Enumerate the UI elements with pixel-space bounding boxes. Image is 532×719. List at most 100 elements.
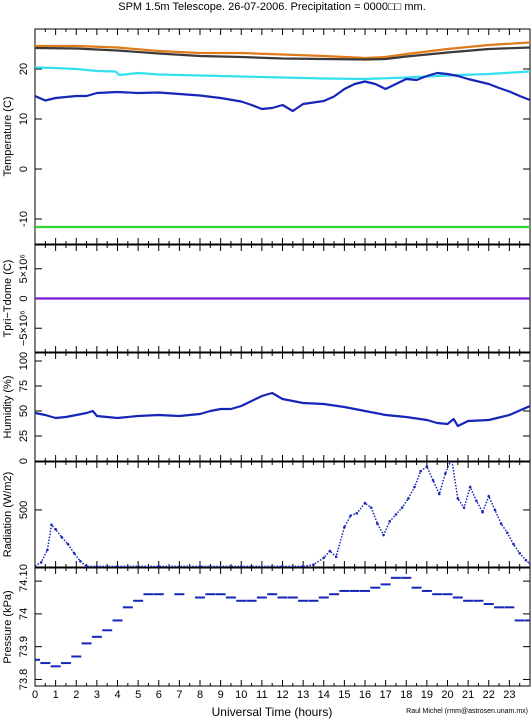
- data-point: [394, 513, 398, 516]
- y-tick-label: 73.9: [18, 636, 30, 657]
- x-tick-labels: 0 1 2 3 4 5 6 7 8 9 10 11 12 13 14 15 16 17 18 19 20 21 22 23: [32, 689, 516, 701]
- x-tick-label: 6: [156, 689, 162, 701]
- panel-frame: [34, 28, 531, 245]
- x-tick-label: 3: [94, 689, 100, 701]
- data-point: [456, 497, 460, 500]
- data-point: [363, 501, 367, 505]
- x-tick-label: 16: [359, 689, 371, 701]
- chart-title: SPM 1.5m Telescope. 26-07-2006. Precipit…: [118, 1, 426, 13]
- series-line-temperature-0: [35, 41, 530, 60]
- data-point: [66, 542, 70, 546]
- data-point: [487, 494, 491, 498]
- data-point: [462, 506, 466, 509]
- data-point: [54, 528, 57, 531]
- data-point: [493, 508, 497, 512]
- data-point: [512, 542, 515, 546]
- x-tick-label: 13: [297, 689, 309, 701]
- x-tick-label: 8: [197, 689, 203, 701]
- x-tick-label: 4: [114, 689, 120, 701]
- data-point: [481, 510, 484, 514]
- x-tick-label: 21: [462, 689, 474, 701]
- panel-radiation: 0 500 Radiation (W/m2): [2, 457, 531, 570]
- y-tick-label: 75: [18, 380, 30, 392]
- data-point: [400, 506, 404, 509]
- data-point: [301, 565, 305, 567]
- series-line-temperature-3: [35, 71, 530, 113]
- data-point: [39, 561, 43, 564]
- data-point: [312, 563, 315, 567]
- data-point: [437, 492, 441, 496]
- data-point: [444, 472, 447, 475]
- y-tick-label: 10: [18, 113, 30, 125]
- data-point: [369, 506, 373, 509]
- data-point: [35, 564, 37, 567]
- x-tick-label: 2: [73, 689, 79, 701]
- data-point: [419, 469, 422, 473]
- data-point: [468, 485, 472, 489]
- x-tick-label: 9: [218, 689, 224, 701]
- data-point: [198, 565, 202, 567]
- data-point: [450, 457, 453, 460]
- data-point: [382, 533, 385, 537]
- data-point: [239, 565, 243, 567]
- series-line-temperature-2: [35, 66, 530, 81]
- y-tick-label: 20: [18, 63, 30, 75]
- x-tick-label: 7: [176, 689, 182, 701]
- data-point: [407, 497, 410, 500]
- x-tick-label: 15: [338, 689, 350, 701]
- x-tick-label: 5: [135, 689, 141, 701]
- y-tick-label: -10: [18, 211, 30, 227]
- data-point: [72, 552, 76, 555]
- data-point: [518, 552, 521, 555]
- x-tick-label: 14: [318, 689, 330, 701]
- y-tick-label: 0: [18, 166, 30, 172]
- y-tick-label: 0: [18, 295, 30, 301]
- x-axis-label: Universal Time (hours): [212, 705, 333, 719]
- credit-text: Raul Michel (rmm@astrosen.unam.mx): [406, 708, 528, 715]
- x-tick-label: 20: [441, 689, 453, 701]
- data-point: [425, 465, 429, 468]
- y-tick-label: 73.8: [18, 669, 30, 690]
- x-tick-label: 17: [380, 689, 392, 701]
- data-point: [79, 559, 82, 563]
- data-point: [528, 562, 530, 565]
- data-point: [431, 478, 435, 482]
- y-axis-label-pressure: Pressure (kPa): [2, 590, 14, 663]
- data-point: [281, 565, 284, 567]
- y-tick-label: −5×10⁶: [18, 310, 30, 346]
- panel-humidity: 0 25 50 75 100 Humidity (%): [2, 352, 531, 464]
- data-point: [60, 536, 64, 539]
- series-line-humidity-0: [35, 391, 530, 428]
- x-tick-label: 19: [421, 689, 433, 701]
- data-point: [524, 558, 528, 562]
- series-trace-radiation: [35, 462, 530, 567]
- panel-temperature: -10 0 10 20 Temperature (C): [2, 28, 531, 245]
- data-point: [95, 565, 99, 567]
- y-axis-label-temperature: Temperature (C): [2, 96, 14, 176]
- y-tick-label: 74: [18, 608, 30, 620]
- y-tick-label: 0: [18, 458, 30, 464]
- x-tick-label: 11: [256, 689, 267, 701]
- panel-tpri_tdome: −5×10⁶ 0 5×10⁶ Tpri−Tdome (C): [2, 244, 531, 353]
- x-tick-label: 1: [53, 689, 59, 701]
- y-tick-label: 50: [18, 405, 30, 417]
- y-axis-label-tpri_tdome: Tpri−Tdome (C): [2, 260, 14, 338]
- data-point: [413, 485, 416, 489]
- x-tick-label: 12: [276, 689, 288, 701]
- data-layer: [35, 576, 530, 668]
- data-point: [388, 520, 392, 523]
- data-point: [50, 523, 53, 527]
- x-tick-label: 10: [235, 689, 247, 701]
- x-tick-label: 22: [483, 689, 495, 701]
- data-point: [506, 531, 509, 535]
- y-axis-label-radiation: Radiation (W/m2): [2, 472, 14, 558]
- panel-frame: [34, 567, 531, 687]
- panel-frame: [34, 461, 531, 568]
- data-layer: [35, 391, 530, 428]
- panel-pressure: 73.8 73.9 74 74.1 Pressure (kPa): [2, 567, 531, 690]
- data-point: [343, 525, 346, 529]
- data-point: [157, 565, 161, 567]
- data-point: [116, 565, 119, 567]
- x-tick-label: 18: [400, 689, 412, 701]
